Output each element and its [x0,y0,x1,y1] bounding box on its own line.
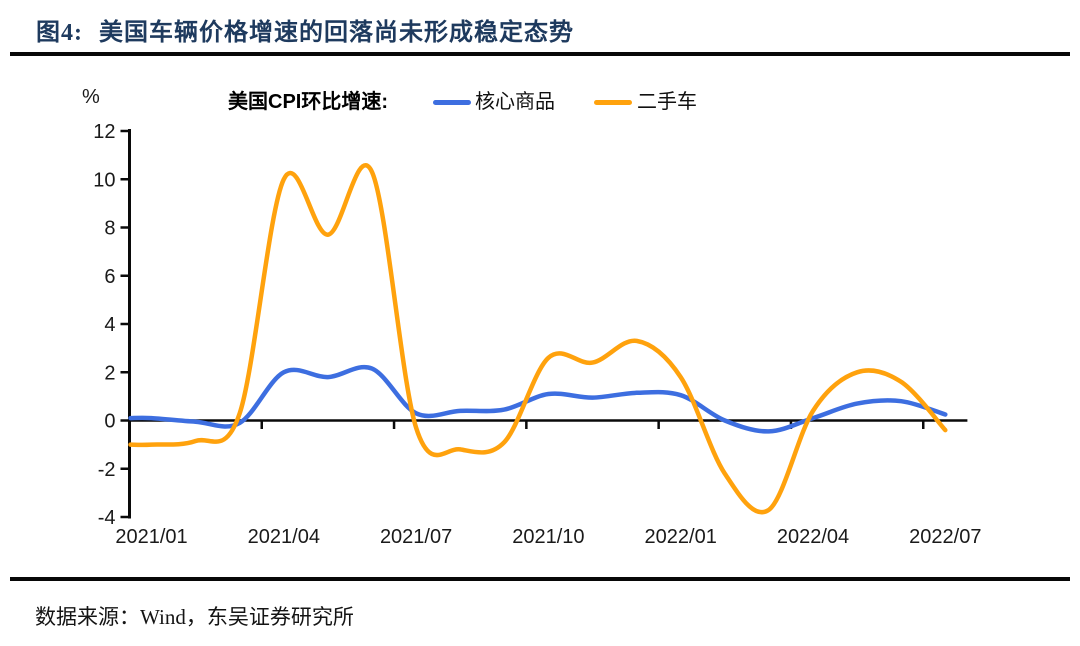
x-tick-label: 2021/10 [512,526,584,548]
legend-label-used-cars: 二手车 [637,91,697,113]
legend-label-core-goods: 核心商品 [475,91,555,113]
top-divider [10,52,1070,56]
y-axis-unit-label: % [82,86,100,108]
x-tick-label: 2021/07 [380,526,452,548]
x-tick-label: 2021/01 [115,526,187,548]
x-tick-label: 2022/04 [777,526,849,548]
figure-title: 图4: 美国车辆价格增速的回落尚未形成稳定态势 [36,12,574,47]
x-tick-label: 2021/04 [248,526,320,548]
legend-line-used-cars [594,100,632,105]
y-tick-label: 4 [104,314,115,336]
x-tick-label: 2022/07 [909,526,981,548]
chart-legend-title: 美国CPI环比增速: [228,91,388,113]
y-tick-label: 2 [104,362,115,384]
y-tick-label: 0 [104,411,115,433]
x-tick-label: 2022/01 [645,526,717,548]
figure-title-text: 美国车辆价格增速的回落尚未形成稳定态势 [99,20,574,46]
y-tick-label: 12 [93,121,115,143]
y-tick-label: -4 [98,507,116,529]
y-tick-label: 6 [104,266,115,288]
bottom-divider [10,577,1070,581]
y-tick-label: 10 [93,169,115,191]
y-tick-label: 8 [104,218,115,240]
figure-number: 图4: [36,20,83,46]
legend-line-core-goods [433,100,471,105]
data-source-note: 数据来源：Wind，东吴证券研究所 [35,605,354,629]
y-tick-label: -2 [98,459,116,481]
series-line-used-cars [128,163,948,515]
